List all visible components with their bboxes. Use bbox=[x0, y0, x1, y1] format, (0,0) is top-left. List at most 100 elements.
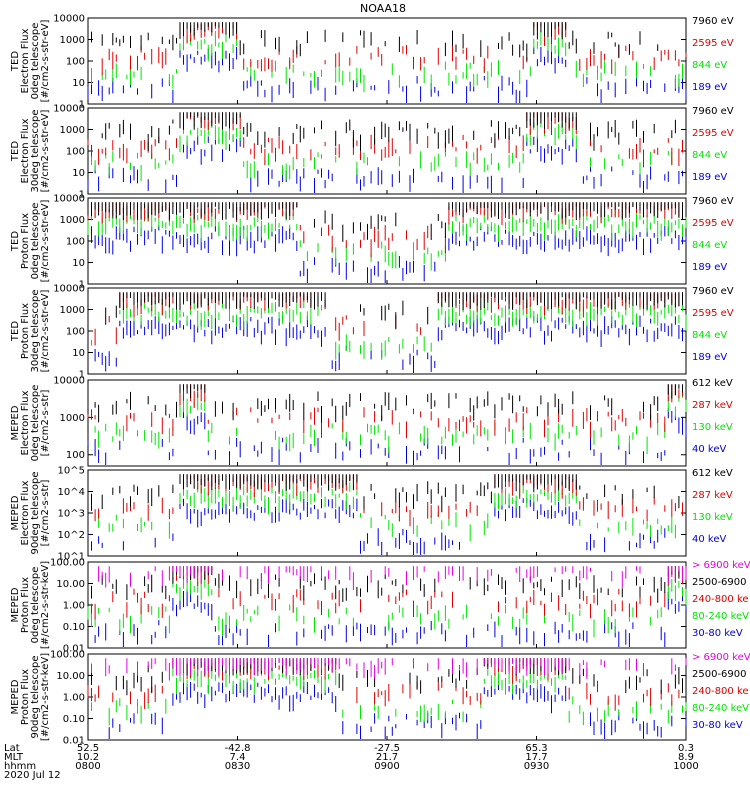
y-tick-label: 1.00 bbox=[63, 601, 85, 612]
series-trace bbox=[94, 392, 687, 454]
x-row-label: MLT bbox=[4, 752, 24, 763]
series-trace bbox=[94, 589, 687, 647]
legend-entry: 80-240 keV bbox=[692, 611, 749, 622]
y-tick-label: 10 bbox=[72, 78, 85, 89]
y-axis-title: TED Proton Flux 30deg telescope [#/cm2-s-st… bbox=[10, 289, 51, 372]
series-trace bbox=[105, 292, 687, 329]
y-axis-title-line: 0deg telescope bbox=[30, 23, 41, 100]
y-tick-label: 1000 bbox=[60, 413, 85, 424]
x-tick-label: -27.5 bbox=[374, 743, 400, 754]
y-tick-label: 10.00 bbox=[56, 671, 85, 682]
y-tick-label: 10^1 bbox=[58, 552, 85, 563]
series-trace bbox=[98, 482, 676, 542]
legend-entry: 2595 eV bbox=[692, 218, 734, 229]
panel-frame bbox=[87, 197, 687, 285]
y-axis-title-line: MEPED bbox=[10, 405, 21, 440]
y-axis-title: MEPED Electron Flux 0deg telescope [#/cm2-s… bbox=[10, 385, 51, 462]
legend-entry: 30-80 keV bbox=[692, 720, 743, 731]
series-trace bbox=[87, 112, 683, 168]
y-tick-label: 10000 bbox=[53, 376, 85, 387]
y-axis-title-line: 0deg telescope bbox=[30, 203, 41, 280]
y-axis-title-line: 0deg telescope bbox=[30, 385, 41, 462]
series-traces bbox=[87, 202, 687, 283]
y-tick-label: 10^3 bbox=[58, 509, 85, 520]
series-trace bbox=[87, 225, 687, 283]
y-axis-title-line: MEPED bbox=[10, 679, 21, 714]
series-trace bbox=[91, 566, 687, 620]
y-axis-title-line: 30deg telescope bbox=[30, 109, 41, 192]
x-row-label: Lat bbox=[4, 743, 20, 754]
y-tick-label: 0.01 bbox=[63, 736, 85, 747]
y-axis-title-line: Electron Flux bbox=[20, 390, 31, 455]
x-row-label: hhmm bbox=[4, 761, 36, 772]
x-tick-label: 0930 bbox=[524, 761, 549, 772]
y-tick-label: 10 bbox=[72, 348, 85, 359]
y-tick-label: 1 bbox=[79, 100, 85, 111]
legend-entry: 844 eV bbox=[692, 330, 727, 341]
legend-entry: 844 eV bbox=[692, 240, 727, 251]
y-tick-label: 100 bbox=[66, 450, 85, 461]
y-tick-label: 10^4 bbox=[58, 487, 85, 498]
legend-entry: 7960 eV bbox=[692, 196, 734, 207]
y-axis-title: TED Electron Flux 30deg telescope [#/cm2-s-… bbox=[10, 109, 51, 192]
y-axis-title-line: MEPED bbox=[10, 587, 21, 622]
panel-frame bbox=[87, 107, 687, 195]
series-trace bbox=[91, 300, 687, 360]
legend-entry: 287 keV bbox=[692, 490, 733, 501]
x-tick-label: 65.3 bbox=[525, 743, 547, 754]
y-tick-label: 10000 bbox=[53, 194, 85, 205]
y-axis-title-line: Electron Flux bbox=[20, 28, 31, 93]
legend-entry: 189 eV bbox=[692, 262, 727, 273]
x-tick-label: 10.2 bbox=[77, 752, 99, 763]
y-tick-label: 100.00 bbox=[50, 650, 85, 661]
y-axis-title: MEPED Electron Flux 90deg telescope [#/cm2-… bbox=[10, 471, 51, 554]
y-axis-title-line: Proton Flux bbox=[20, 303, 31, 359]
legend-entry: 2595 eV bbox=[692, 128, 734, 139]
x-tick-label: -42.8 bbox=[225, 743, 251, 754]
x-tick-label: 7.4 bbox=[230, 752, 246, 763]
y-tick-label: 0.10 bbox=[63, 622, 85, 633]
series-trace bbox=[87, 210, 687, 271]
legend-entry: 189 eV bbox=[692, 172, 727, 183]
panel-frame bbox=[87, 561, 687, 649]
y-axis-title: TED Proton Flux 0deg telescope [#/cm2-s-str… bbox=[10, 200, 51, 283]
series-trace bbox=[94, 384, 687, 423]
x-row-label: 2020 Jul 12 bbox=[4, 770, 61, 781]
legend-entry: 189 eV bbox=[692, 82, 727, 93]
series-trace bbox=[87, 497, 666, 555]
x-tick-label: 1000 bbox=[673, 761, 698, 772]
y-axis-title-line: Proton Flux bbox=[20, 577, 31, 633]
y-tick-label: 1 bbox=[79, 190, 85, 201]
x-tick-label: 8.9 bbox=[678, 752, 694, 763]
legend-entry: 7960 eV bbox=[692, 16, 734, 27]
y-tick-label: 10 bbox=[72, 168, 85, 179]
series-trace bbox=[87, 22, 659, 61]
series-trace bbox=[87, 202, 687, 258]
y-axis-title-line: TED bbox=[10, 321, 21, 342]
panel-frame bbox=[87, 469, 687, 557]
series-trace bbox=[87, 574, 687, 638]
panel-frame bbox=[87, 379, 687, 467]
y-tick-label: 1000 bbox=[60, 215, 85, 226]
x-tick-label: 52.5 bbox=[77, 743, 99, 754]
series-traces bbox=[87, 566, 687, 647]
y-tick-label: 10^2 bbox=[58, 530, 85, 541]
y-axis-title-line: [#/cm2-s-str-eV] bbox=[40, 110, 51, 193]
y-tick-label: 0.10 bbox=[63, 714, 85, 725]
y-tick-label: 1000 bbox=[60, 35, 85, 46]
y-tick-label: 100 bbox=[66, 327, 85, 338]
series-traces bbox=[87, 112, 683, 193]
y-axis-title-line: [#/cm2-s-str] bbox=[40, 389, 51, 456]
y-tick-label: 0.01 bbox=[63, 644, 85, 655]
x-tick-label: 0900 bbox=[374, 761, 399, 772]
y-tick-label: 100.00 bbox=[50, 558, 85, 569]
y-axis-title: MEPED Proton Flux 90deg telescope [#/cm2-s-… bbox=[10, 653, 51, 741]
legend-entry: 287 keV bbox=[692, 400, 733, 411]
y-axis-title-line: Electron Flux bbox=[20, 480, 31, 545]
y-tick-label: 1000 bbox=[60, 305, 85, 316]
